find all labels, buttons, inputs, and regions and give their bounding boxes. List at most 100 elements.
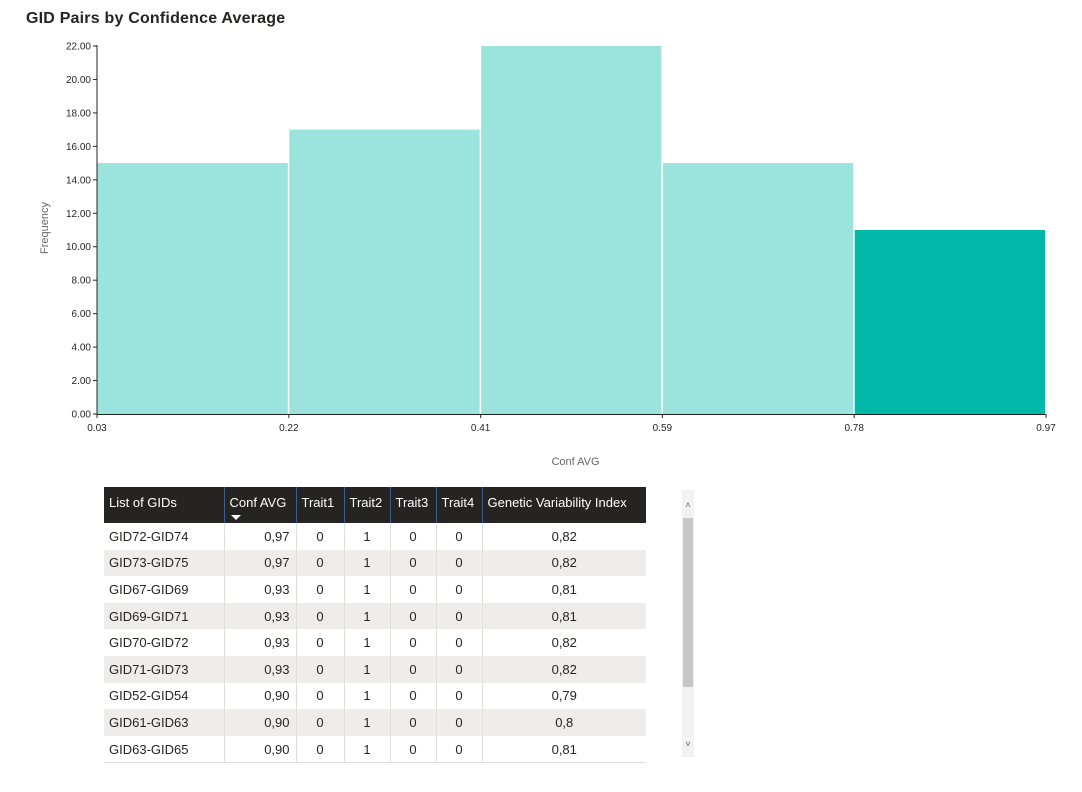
cell-trait1: 0 (296, 576, 345, 603)
y-tick-label: 18.00 (66, 108, 91, 119)
cell-gid-pair: GID69-GID71 (104, 602, 225, 630)
chevron-down-icon[interactable]: ˅ (685, 739, 691, 749)
cell-trait3: 0 (390, 576, 437, 603)
y-tick-label: 8.00 (72, 276, 92, 287)
column-header-list-of-gids[interactable]: List of GIDs (104, 487, 225, 523)
cell-trait1: 0 (296, 602, 345, 630)
cell-conf-avg: 0,90 (224, 709, 297, 736)
chart-title: GID Pairs by Confidence Average (26, 10, 286, 27)
cell-trait3: 0 (390, 682, 437, 710)
cell-conf-avg: 0,93 (224, 602, 297, 630)
cell-conf-avg: 0,97 (224, 523, 297, 550)
cell-trait1: 0 (296, 629, 345, 656)
cell-gid-pair: GID63-GID65 (104, 735, 225, 763)
cell-conf-avg: 0,90 (224, 682, 297, 710)
cell-trait1: 0 (296, 523, 345, 550)
histogram-bar[interactable] (97, 163, 288, 414)
cell-trait3: 0 (390, 735, 437, 763)
cell-trait1: 0 (296, 549, 345, 577)
cell-trait4: 0 (436, 549, 483, 577)
table-row[interactable]: GID61-GID63 0,90 0 1 0 0 0,8 (104, 709, 646, 736)
cell-trait1: 0 (296, 655, 345, 683)
y-tick-label: 0.00 (72, 410, 92, 421)
cell-trait4: 0 (436, 602, 483, 630)
histogram-bar[interactable] (662, 163, 854, 414)
cell-conf-avg: 0,90 (224, 735, 297, 763)
histogram-chart: 0.00 2.00 4.00 6.00 8.00 10.00 12.00 14.00 16.00… (39, 42, 1056, 469)
cell-trait3: 0 (390, 629, 437, 656)
cell-trait4: 0 (436, 523, 483, 550)
cell-trait4: 0 (436, 735, 483, 763)
cell-gid-pair: GID70-GID72 (104, 629, 225, 656)
cell-trait2: 1 (344, 655, 391, 683)
column-header-genetic-variability-index[interactable]: Genetic Variability Index (482, 487, 646, 523)
y-tick-label: 14.00 (66, 175, 91, 186)
histogram-bar[interactable] (481, 46, 662, 414)
cell-trait3: 0 (390, 549, 437, 577)
y-tick-label: 2.00 (72, 376, 92, 387)
cell-genetic-variability-index: 0,82 (551, 528, 577, 544)
cell-trait2: 1 (344, 576, 391, 603)
chevron-up-icon[interactable]: ˄ (685, 500, 691, 510)
cell-trait1: 0 (296, 682, 345, 710)
cell-conf-avg: 0,93 (224, 629, 297, 656)
y-tick-label: 4.00 (72, 343, 92, 354)
cell-gid-pair: GID71-GID73 (104, 655, 225, 683)
cell-gid-pair: GID73-GID75 (104, 549, 225, 577)
cell-trait3: 0 (390, 602, 437, 630)
y-tick-label: 6.00 (72, 309, 92, 320)
cell-genetic-variability-index: 0,79 (551, 688, 577, 704)
cell-genetic-variability-index: 0,8 (482, 709, 646, 736)
scrollbar-thumb[interactable] (683, 518, 693, 687)
table-scrollbar[interactable]: ˄ ˅ (682, 490, 694, 757)
cell-genetic-variability-index: 0,81 (482, 602, 646, 630)
cell-trait4: 0 (436, 709, 483, 736)
cell-genetic-variability-index: 0,81 (551, 741, 577, 757)
cell-conf-avg: 0,93 (224, 576, 297, 603)
histogram-bar[interactable] (854, 230, 1045, 414)
table-header-row: List of GIDs Conf AVG Trait1 Trait2 Trai… (104, 487, 646, 523)
cell-genetic-variability-index: 0,82 (482, 655, 646, 683)
cell-trait2: 1 (344, 709, 391, 736)
table-row[interactable]: GID69-GID71 0,93 0 1 0 0 0,81 (104, 602, 646, 630)
cell-trait3: 0 (390, 709, 437, 736)
table-row[interactable]: GID67-GID69 0,93 0 1 0 0 0,81 (104, 576, 646, 603)
x-tick-label: 0.78 (844, 423, 864, 434)
cell-trait1: 0 (296, 709, 345, 736)
column-header-conf-avg[interactable]: Conf AVG (224, 487, 297, 523)
x-axis-label: Conf AVG (551, 456, 599, 468)
column-header-trait1[interactable]: Trait1 (296, 487, 345, 523)
cell-trait4: 0 (436, 629, 483, 656)
table-row[interactable]: GID63-GID65 0,90 0 1 0 0 0,81 (104, 735, 646, 763)
x-tick-label: 0.41 (471, 423, 491, 434)
y-tick-label: 22.00 (66, 42, 91, 53)
cell-conf-avg: 0,97 (224, 549, 297, 577)
histogram-bar[interactable] (289, 129, 480, 415)
cell-gid-pair: GID61-GID63 (104, 709, 225, 736)
cell-trait2: 1 (344, 602, 391, 630)
cell-trait2: 1 (344, 735, 391, 763)
cell-trait3: 0 (390, 523, 437, 550)
cell-trait2: 1 (344, 523, 391, 550)
table-row[interactable]: GID70-GID72 0,93 0 1 0 0 0,82 (104, 629, 646, 656)
table-row[interactable]: GID72-GID74 0,97 0 1 0 0 0,82 (104, 523, 646, 550)
cell-trait2: 1 (344, 549, 391, 577)
cell-trait4: 0 (436, 576, 483, 603)
y-tick-label: 20.00 (66, 75, 91, 86)
cell-trait3: 0 (390, 655, 437, 683)
cell-trait2: 1 (344, 682, 391, 710)
x-tick-label: 0.59 (653, 423, 673, 434)
cell-trait4: 0 (436, 655, 483, 683)
x-tick-label: 0.22 (279, 423, 299, 434)
x-tick-label: 0.03 (87, 423, 107, 434)
y-tick-label: 16.00 (66, 142, 91, 153)
column-header-trait4[interactable]: Trait4 (436, 487, 483, 523)
column-header-trait2[interactable]: Trait2 (344, 487, 391, 523)
x-tick-label: 0.97 (1036, 423, 1056, 434)
y-tick-label: 12.00 (66, 209, 91, 220)
cell-conf-avg: 0,93 (224, 655, 297, 683)
table-row[interactable]: GID71-GID73 0,93 0 1 0 0 0,82 (104, 655, 646, 683)
table-row[interactable]: GID73-GID75 0,97 0 1 0 0 0,82 (104, 549, 646, 577)
column-header-trait3[interactable]: Trait3 (390, 487, 437, 523)
table-row[interactable]: GID52-GID54 0,90 0 1 0 0 0,79 (104, 682, 646, 710)
